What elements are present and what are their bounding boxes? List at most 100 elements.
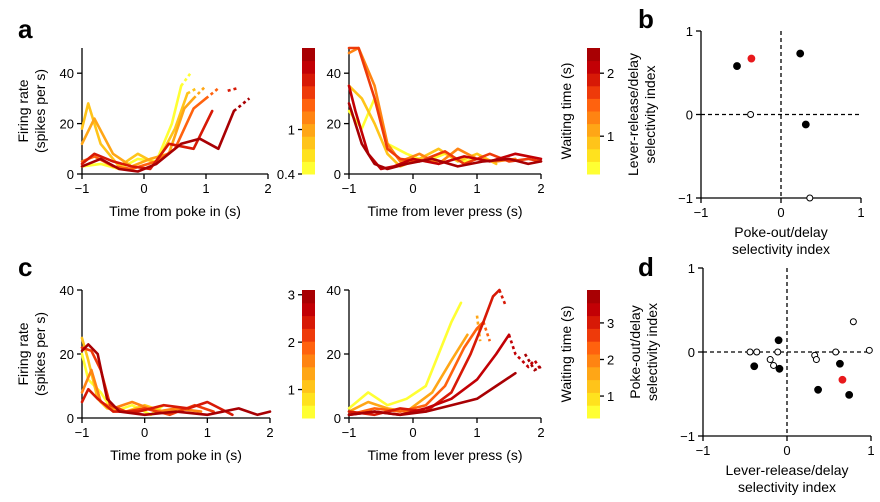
c-right-x-tick-label: 1 [473, 425, 480, 440]
a-colorbar-swatch [302, 48, 315, 62]
b-x-label-line1: Poke-out/delay [734, 224, 827, 240]
d-point [838, 375, 847, 384]
a-right-y-tick-label: 0 [334, 167, 341, 182]
c-right-y-tick-label: 20 [327, 347, 341, 362]
c-waitbar-label: Waiting time (s) [558, 306, 574, 403]
d-point [775, 364, 784, 373]
d-y-tick-label: −1 [680, 429, 695, 444]
a-left-y-label-line1: Firing rate [15, 79, 31, 142]
c-right-series-2-dashed [482, 321, 492, 342]
d-point [812, 356, 820, 364]
a-colorbar-swatch [302, 136, 315, 150]
d-point [753, 348, 761, 356]
d-point [814, 385, 822, 394]
a-left-series-3-dashed [205, 87, 220, 100]
a-colorbar-swatch [302, 98, 315, 112]
c-left-series-5 [80, 343, 272, 417]
c-right-series-5 [347, 371, 517, 417]
a-left-series-5-dashed [233, 97, 251, 113]
c-left-series-4 [80, 387, 234, 417]
d-point [832, 348, 840, 356]
a-right-x-tick-label: 0 [409, 181, 416, 196]
c-waitbar-swatch [587, 379, 600, 393]
panel-label-a: a [18, 14, 33, 44]
c-colorbar-swatch [302, 405, 315, 419]
a-left-series-4 [80, 109, 214, 171]
c-colorbar-swatch [302, 341, 315, 355]
d-point [836, 359, 844, 368]
a-colorbar-swatch [302, 85, 315, 99]
a-left-x-label: Time from poke in (s) [109, 203, 241, 219]
c-waitbar-swatch [587, 354, 600, 368]
a-waitbar-swatch [587, 85, 600, 99]
c-right-series-5-dashed [523, 353, 542, 372]
c-right-series-1 [347, 333, 469, 413]
panel-label-c: c [18, 252, 32, 282]
d-y-tick-label: 0 [688, 345, 695, 360]
a-colorbar-swatch [302, 148, 315, 162]
d-point [750, 362, 759, 371]
c-right-x-tick-label: 0 [409, 425, 416, 440]
c-right-series-0 [347, 301, 463, 410]
b-point [747, 111, 755, 118]
d-point [774, 336, 783, 345]
d-x-tick-label: −1 [696, 443, 711, 458]
b-x-tick-label: −1 [694, 205, 709, 220]
c-right-x-tick-label: −1 [342, 425, 357, 440]
d-point [770, 361, 778, 369]
a-waitbar-swatch [587, 123, 600, 137]
a-left-series-1-dashed [186, 87, 198, 95]
c-left-y-tick-label: 0 [67, 411, 74, 426]
a-right-x-tick-label: 2 [537, 181, 544, 196]
c-colorbar-swatch [302, 379, 315, 393]
a-left-series-2 [80, 97, 195, 168]
c-colorbar-swatch [302, 392, 315, 406]
b-y-tick-label: −1 [678, 191, 693, 206]
d-point [845, 390, 854, 399]
b-point [801, 120, 810, 129]
a-left-series-0 [80, 84, 183, 171]
a-left-x-tick-label: −1 [75, 181, 90, 196]
a-left-series-5 [80, 109, 236, 173]
b-y-tick-label: 0 [686, 108, 693, 123]
b-point [733, 62, 741, 70]
c-left-x-label: Time from poke in (s) [110, 447, 242, 463]
c-waitbar-swatch [587, 341, 600, 355]
b-y-label-line2: selectivity index [642, 65, 658, 163]
a-waitbar-swatch [587, 48, 600, 62]
a-waitbar-swatch [587, 136, 600, 150]
c-waitbar-tick-label: 3 [607, 316, 614, 331]
b-x-label-line2: selectivity index [732, 241, 830, 257]
c-colorbar-swatch [302, 315, 315, 329]
d-x-tick-label: 1 [867, 443, 874, 458]
a-colorbar-tick-label: 0.4 [277, 167, 295, 182]
d-y-label-line1: Poke-out/delay [627, 305, 643, 398]
a-waitbar-label: Waiting time (s) [558, 63, 574, 160]
b-x-tick-label: 1 [857, 205, 864, 220]
a-colorbar-tick-label: 1 [288, 123, 295, 138]
panel-label-b: b [638, 4, 654, 34]
b-x-tick-label: 0 [777, 205, 784, 220]
a-right-x-tick-label: −1 [342, 181, 357, 196]
c-left-x-tick-label: 0 [141, 425, 148, 440]
c-colorbar-tick-label: 1 [288, 383, 295, 398]
d-x-label-line2: selectivity index [738, 479, 836, 495]
a-left-x-tick-label: 2 [264, 181, 271, 196]
c-right-series-2 [347, 320, 485, 417]
c-colorbar-swatch [302, 328, 315, 342]
a-waitbar-swatch [587, 73, 600, 87]
a-left-series-1 [80, 92, 189, 168]
c-right-y-tick-label: 0 [334, 411, 341, 426]
c-left-series-2 [80, 368, 203, 413]
a-left-y-tick-label: 40 [60, 66, 74, 81]
d-point [746, 348, 754, 356]
c-colorbar-swatch [302, 366, 315, 381]
d-y-tick-label: 1 [688, 261, 695, 276]
a-colorbar-swatch [302, 60, 315, 74]
c-left-y-label-line2: (spikes per s) [32, 312, 48, 396]
c-waitbar-swatch [587, 328, 600, 342]
b-y-label-line1: Lever-release/delay [625, 53, 641, 176]
c-right-x-tick-label: 2 [537, 425, 544, 440]
c-colorbar-swatch [302, 354, 315, 368]
